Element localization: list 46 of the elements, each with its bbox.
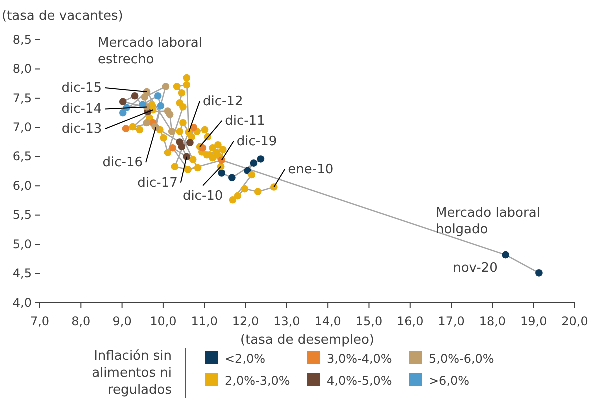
annotation: dic-12 <box>202 94 244 110</box>
x-axis-title: (tasa de desempleo) <box>240 333 374 348</box>
legend-label: 3,0%-4,0% <box>327 352 392 366</box>
annotation: ene-10 <box>288 162 334 178</box>
legend-label: 4,0%-5,0% <box>327 374 392 388</box>
x-tick-label: 11,0 <box>191 314 218 328</box>
y-axis-title: (tasa de vacantes) <box>2 9 124 24</box>
annotation: dic-16 <box>102 156 144 171</box>
annotation: dic-19 <box>236 134 278 150</box>
x-tick-label: 18,0 <box>479 314 506 328</box>
annotation: nov-20 <box>453 261 498 276</box>
x-tick-label: 10,0 <box>150 314 177 328</box>
legend-label: >6,0% <box>429 374 470 388</box>
x-tick-label: 20,0 <box>562 314 588 328</box>
y-tick-label: 8,0 <box>12 62 32 76</box>
legend-label: 5,0%-6,0% <box>429 352 494 366</box>
x-tick-label: 16,0 <box>397 314 424 328</box>
x-tick-label: 8,0 <box>72 314 91 328</box>
annotation: dic-17 <box>138 176 178 191</box>
annotation: dic-13 <box>62 122 102 138</box>
y-tick-label: 4,0 <box>12 296 32 310</box>
y-tick-label: 7,5 <box>12 91 32 106</box>
y-tick-label: 5,0 <box>12 237 32 252</box>
annotation: dic-15 <box>62 81 102 96</box>
y-tick-label: 5,5 <box>12 208 32 222</box>
y-tick-label: 7,0 <box>12 120 32 135</box>
x-tick-label: 17,0 <box>438 314 465 328</box>
x-tick-label: 15,0 <box>356 314 383 328</box>
y-tick-label: 8,5 <box>12 32 32 47</box>
legend-title: Inflación sin alimentos ni regulados <box>92 349 172 398</box>
x-tick-label: 7,0 <box>30 314 50 328</box>
x-tick-label: 14,0 <box>314 314 342 328</box>
legend-label: <2,0% <box>225 352 266 366</box>
annotation: dic-11 <box>225 114 266 129</box>
annotation: Mercado laboral estrecho <box>98 36 202 68</box>
x-tick-label: 12,0 <box>232 314 260 328</box>
x-tick-label: 19,0 <box>520 314 548 328</box>
y-tick-label: 6,0 <box>12 178 32 193</box>
x-tick-label: 9,0 <box>112 314 132 328</box>
y-tick-label: 4,5 <box>12 266 32 281</box>
annotation: dic-14 <box>62 102 102 118</box>
legend-label: 2,0%-3,0% <box>225 374 290 388</box>
annotation: dic-10 <box>182 188 224 204</box>
x-tick-label: 13,0 <box>274 314 300 328</box>
annotation: Mercado laboral holgado <box>436 206 540 238</box>
y-tick-label: 6,5 <box>12 150 32 164</box>
